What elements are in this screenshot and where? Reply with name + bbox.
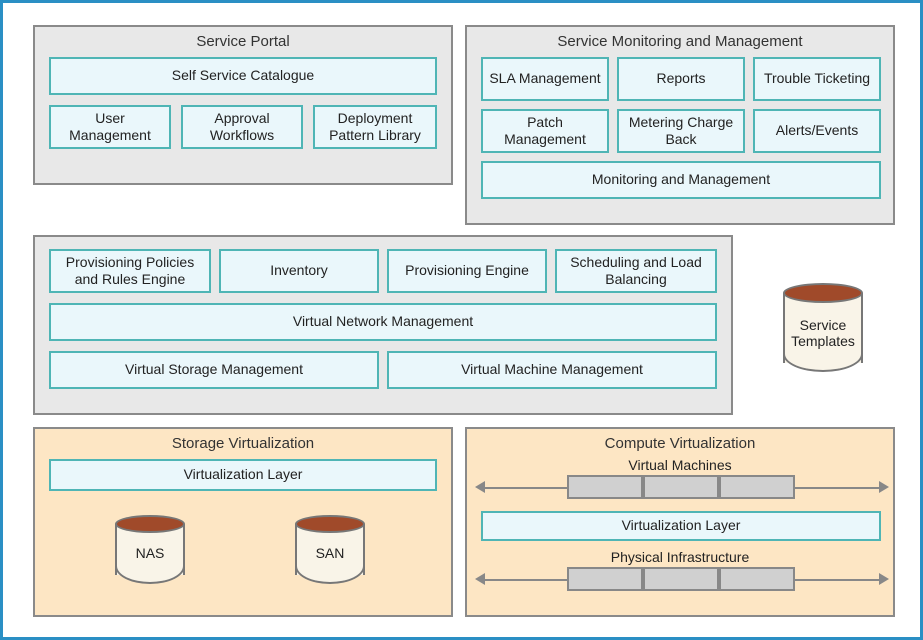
cell-monitoring-and-management: Monitoring and Management xyxy=(481,161,881,199)
cell-self-service-catalogue: Self Service Catalogue xyxy=(49,57,437,95)
phys-brick-1 xyxy=(567,567,643,591)
vm-brick-3 xyxy=(719,475,795,499)
compute-title: Compute Virtualization xyxy=(467,435,893,452)
cylinder-service-templates: Service Templates xyxy=(783,283,863,363)
service-portal-title: Service Portal xyxy=(35,33,451,50)
cell-virtual-network-management: Virtual Network Management xyxy=(49,303,717,341)
vm-brick-1 xyxy=(567,475,643,499)
storage-title: Storage Virtualization xyxy=(35,435,451,452)
phys-brick-2 xyxy=(643,567,719,591)
cell-metering-chargeback: Metering Charge Back xyxy=(617,109,745,153)
cell-user-management: User Management xyxy=(49,105,171,149)
cell-patch-management: Patch Management xyxy=(481,109,609,153)
cell-scheduling-load-balancing: Scheduling and Load Balancing xyxy=(555,249,717,293)
phys-label: Physical Infrastructure xyxy=(467,549,893,565)
diagram-canvas: Service Portal Self Service Catalogue Us… xyxy=(0,0,923,640)
service-templates-label: Service Templates xyxy=(783,317,863,349)
cell-virtual-machine-management: Virtual Machine Management xyxy=(387,351,717,389)
cell-provisioning-policies: Provisioning Policies and Rules Engine xyxy=(49,249,211,293)
cell-provisioning-engine: Provisioning Engine xyxy=(387,249,547,293)
nas-label: NAS xyxy=(115,545,185,561)
cell-storage-virtualization-layer: Virtualization Layer xyxy=(49,459,437,491)
cell-trouble-ticketing: Trouble Ticketing xyxy=(753,57,881,101)
vm-arrow-left xyxy=(475,481,485,493)
vm-arrow-right xyxy=(879,481,889,493)
cell-reports: Reports xyxy=(617,57,745,101)
cell-compute-virtualization-layer: Virtualization Layer xyxy=(481,511,881,541)
panel-storage-virtualization: Storage Virtualization Virtualization La… xyxy=(33,427,453,617)
phys-brick-3 xyxy=(719,567,795,591)
cell-approval-workflows: Approval Workflows xyxy=(181,105,303,149)
cell-virtual-storage-management: Virtual Storage Management xyxy=(49,351,379,389)
phys-arrow-right xyxy=(879,573,889,585)
vm-brick-2 xyxy=(643,475,719,499)
cell-alerts-events: Alerts/Events xyxy=(753,109,881,153)
panel-provisioning: Provisioning Policies and Rules Engine I… xyxy=(33,235,733,415)
cell-deployment-pattern-library: Deployment Pattern Library xyxy=(313,105,437,149)
vm-label: Virtual Machines xyxy=(467,457,893,473)
monitoring-title: Service Monitoring and Management xyxy=(467,33,893,50)
panel-compute-virtualization: Compute Virtualization Virtual Machines … xyxy=(465,427,895,617)
panel-service-portal: Service Portal Self Service Catalogue Us… xyxy=(33,25,453,185)
cylinder-nas: NAS xyxy=(115,515,185,575)
cell-inventory: Inventory xyxy=(219,249,379,293)
phys-arrow-left xyxy=(475,573,485,585)
san-label: SAN xyxy=(295,545,365,561)
cylinder-san: SAN xyxy=(295,515,365,575)
cell-sla-management: SLA Management xyxy=(481,57,609,101)
panel-monitoring: Service Monitoring and Management SLA Ma… xyxy=(465,25,895,225)
